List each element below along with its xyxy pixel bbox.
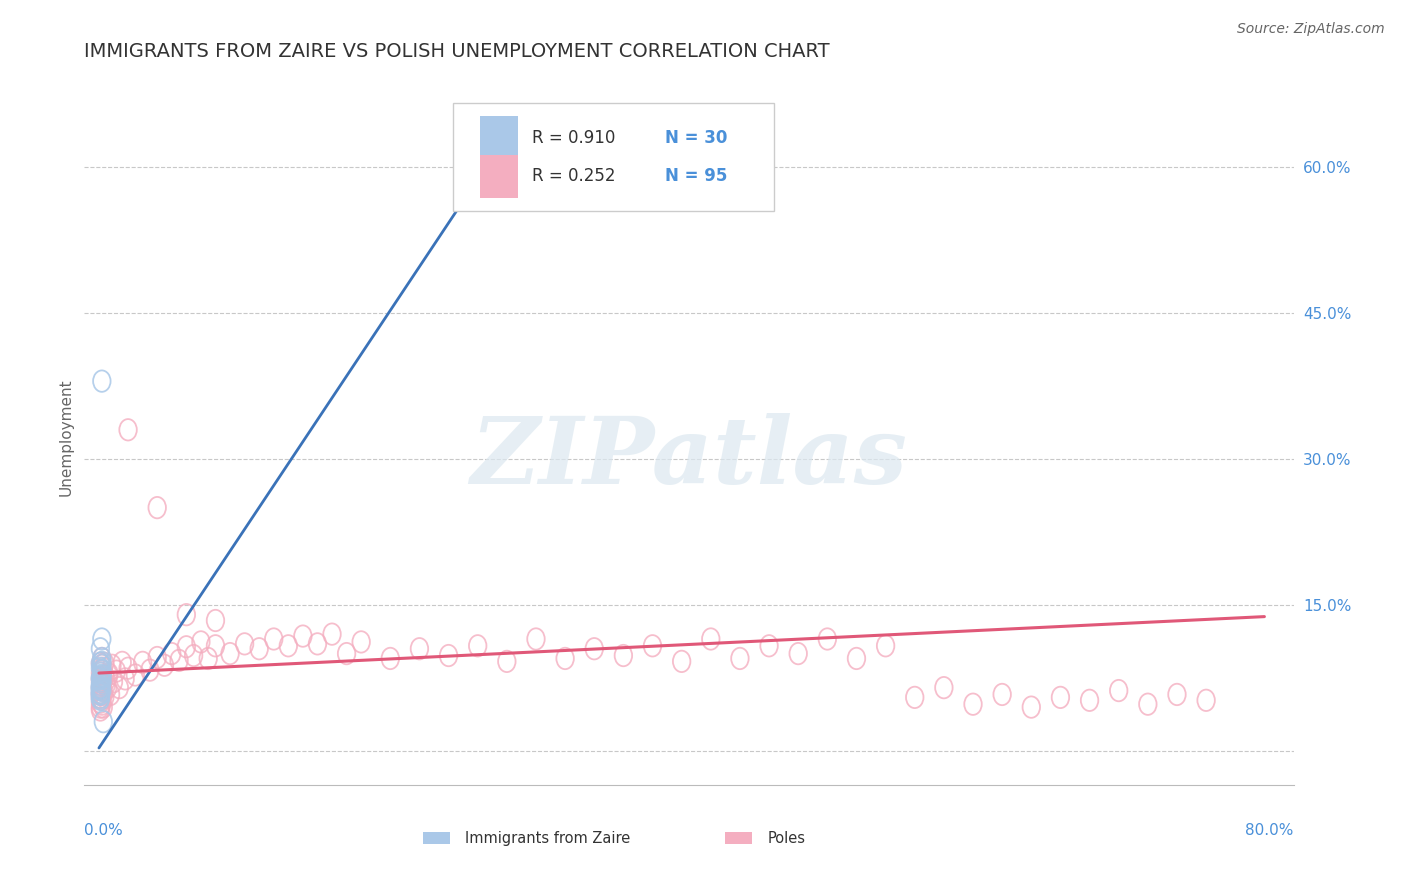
Text: ZIPatlas: ZIPatlas bbox=[471, 413, 907, 503]
FancyBboxPatch shape bbox=[479, 154, 519, 198]
Y-axis label: Unemployment: Unemployment bbox=[58, 378, 73, 496]
Text: IMMIGRANTS FROM ZAIRE VS POLISH UNEMPLOYMENT CORRELATION CHART: IMMIGRANTS FROM ZAIRE VS POLISH UNEMPLOY… bbox=[84, 42, 830, 62]
Text: N = 95: N = 95 bbox=[665, 167, 727, 186]
Text: Poles: Poles bbox=[768, 831, 806, 846]
FancyBboxPatch shape bbox=[453, 103, 773, 211]
FancyBboxPatch shape bbox=[725, 832, 752, 844]
Text: R = 0.910: R = 0.910 bbox=[531, 129, 614, 147]
Text: Source: ZipAtlas.com: Source: ZipAtlas.com bbox=[1237, 22, 1385, 37]
Text: 0.0%: 0.0% bbox=[84, 823, 124, 838]
FancyBboxPatch shape bbox=[423, 832, 450, 844]
FancyBboxPatch shape bbox=[479, 116, 519, 160]
Text: R = 0.252: R = 0.252 bbox=[531, 167, 616, 186]
Text: 80.0%: 80.0% bbox=[1246, 823, 1294, 838]
Text: Immigrants from Zaire: Immigrants from Zaire bbox=[465, 831, 630, 846]
Text: N = 30: N = 30 bbox=[665, 129, 727, 147]
